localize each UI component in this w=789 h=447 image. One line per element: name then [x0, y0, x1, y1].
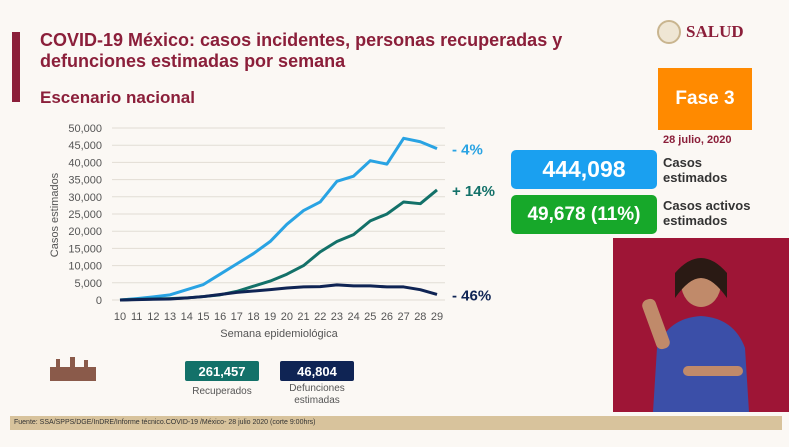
y-tick-label: 5,000 — [74, 278, 102, 290]
y-axis-label: Casos estimados — [49, 172, 61, 257]
line-chart: 0 5,000 10,000 15,000 20,000 25,000 30,000 35,0… — [49, 123, 495, 340]
series-line-defunciones — [119, 283, 438, 302]
y-tick-label: 25,000 — [68, 209, 102, 221]
x-tick-label: 28 — [414, 311, 426, 323]
x-axis-label: Semana epidemiológica — [220, 328, 338, 340]
y-tick-label: 10,000 — [68, 261, 102, 273]
y-tick-label: 50,000 — [68, 123, 102, 135]
x-tick-label: 27 — [398, 311, 410, 323]
title-accent-bar — [12, 32, 20, 102]
x-tick-label: 14 — [181, 311, 193, 323]
x-tick-label: 25 — [364, 311, 376, 323]
sign-language-interpreter-video — [613, 238, 789, 412]
x-tick-label: 29 — [431, 311, 443, 323]
recuperados-label: Recuperados — [192, 386, 252, 397]
x-tick-label: 20 — [281, 311, 293, 323]
defunciones-value: 46,804 — [280, 361, 354, 381]
x-tick-label: 24 — [347, 311, 359, 323]
x-tick-label: 21 — [297, 311, 309, 323]
y-tick-label: 30,000 — [68, 192, 102, 204]
y-tick-label: 20,000 — [68, 226, 102, 238]
x-tick-label: 26 — [381, 311, 393, 323]
historic-emblem-icon — [50, 357, 96, 381]
seal-icon — [657, 20, 681, 44]
x-tick-label: 22 — [314, 311, 326, 323]
y-tick-label: 15,000 — [68, 243, 102, 255]
phase-badge: Fase 3 — [658, 68, 752, 130]
recuperados-value: 261,457 — [185, 361, 259, 381]
casos-estimados-label: Casos estimados — [663, 155, 728, 185]
y-tick-label: 40,000 — [68, 157, 102, 169]
series-line-recuperados — [119, 188, 438, 302]
x-tick-label: 15 — [197, 311, 209, 323]
x-tick-label: 13 — [164, 311, 176, 323]
y-tick-label: 0 — [96, 295, 102, 307]
x-tick-label: 11 — [131, 311, 142, 323]
x-tick-label: 23 — [331, 311, 343, 323]
end-label-casos: - 4% — [452, 142, 483, 159]
y-tick-label: 45,000 — [68, 140, 102, 152]
end-label-defunciones: - 46% — [452, 287, 491, 304]
end-label-recuperados: + 14% — [452, 183, 495, 200]
x-tick-label: 17 — [231, 311, 243, 323]
page-subtitle: Escenario nacional — [40, 88, 195, 107]
x-tick-label: 19 — [264, 311, 276, 323]
report-date: 28 julio, 2020 — [663, 134, 732, 146]
x-tick-label: 10 — [114, 311, 126, 323]
y-tick-label: 35,000 — [68, 175, 102, 187]
source-footer: Fuente: SSA/SPPS/DGE/InDRE/Informe técni… — [10, 416, 782, 430]
series-line-casos — [119, 136, 438, 302]
x-tick-label: 16 — [214, 311, 226, 323]
casos-activos-label: Casos activos estimados — [663, 198, 751, 228]
defunciones-label: Defunciones estimadas — [289, 383, 345, 406]
casos-activos-value: 49,678 (11%) — [511, 195, 657, 234]
logo-text: SALUD — [686, 22, 744, 41]
casos-estimados-value: 444,098 — [511, 150, 657, 189]
salud-logo: SALUD — [657, 20, 744, 44]
page-title: COVID-19 México: casos incidentes, perso… — [40, 30, 563, 71]
x-tick-label: 12 — [147, 311, 159, 323]
x-tick-label: 18 — [247, 311, 259, 323]
